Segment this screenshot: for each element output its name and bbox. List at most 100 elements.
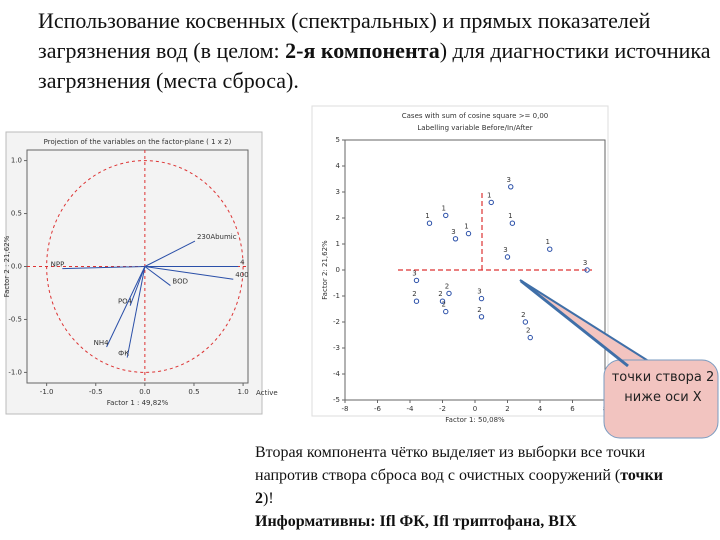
vector-label: PO4 bbox=[118, 298, 133, 306]
point bbox=[478, 295, 485, 302]
point-label: 3 bbox=[503, 246, 507, 254]
y-tick-label: -4 bbox=[333, 370, 341, 378]
loading-vector bbox=[62, 266, 145, 270]
loading-vector bbox=[126, 266, 146, 358]
vector-label: ФК bbox=[118, 350, 129, 358]
y-axis-label: Factor 2 : 21,62% bbox=[3, 235, 11, 297]
y-tick-label: 2 bbox=[336, 214, 340, 222]
point bbox=[426, 220, 433, 226]
y-axis-label: Factor 2: 21,62% bbox=[321, 240, 329, 300]
y-tick-label: 0.0 bbox=[11, 263, 22, 271]
point-label: 1 bbox=[425, 212, 429, 220]
callout-pointer-edge bbox=[520, 279, 629, 368]
point bbox=[522, 319, 529, 325]
loading-vector bbox=[144, 266, 234, 280]
chart-subtitle: Labelling variable Before/In/After bbox=[417, 124, 532, 132]
point-label: 3 bbox=[583, 259, 587, 267]
point bbox=[465, 230, 472, 237]
point bbox=[439, 298, 446, 304]
x-tick-label: 4 bbox=[538, 405, 543, 413]
x-tick-label: -4 bbox=[407, 405, 415, 413]
callout-bubble bbox=[603, 359, 719, 439]
x-tick-label: 6 bbox=[570, 405, 575, 413]
vector-label: 230Abumic bbox=[197, 233, 237, 241]
x-axis-label: Factor 1: 50,08% bbox=[445, 416, 505, 424]
point-label: 2 bbox=[477, 306, 481, 314]
point-label: 2 bbox=[442, 301, 446, 309]
point-label: 3 bbox=[507, 176, 511, 184]
x-tick-label: -0.5 bbox=[89, 388, 103, 396]
legend-label: Active bbox=[256, 389, 278, 397]
point-label: 1 bbox=[442, 204, 446, 212]
chart-title: Projection of the variables on the facto… bbox=[44, 138, 232, 146]
point-label: 1 bbox=[464, 223, 468, 231]
y-tick-label: 1 bbox=[336, 240, 340, 248]
y-tick-label: -1.0 bbox=[8, 368, 22, 376]
loading-vector bbox=[106, 266, 146, 348]
y-tick-label: 5 bbox=[336, 136, 340, 144]
point bbox=[413, 277, 420, 284]
point bbox=[478, 314, 485, 320]
x-tick-label: -1.0 bbox=[40, 388, 54, 396]
y-tick-label: 4 bbox=[336, 162, 341, 170]
point-label: 2 bbox=[521, 311, 525, 319]
y-tick-label: -2 bbox=[333, 318, 340, 326]
slide-title: Использование косвенных (спектральных) и… bbox=[38, 6, 714, 96]
point bbox=[488, 199, 494, 206]
loading-vector bbox=[144, 240, 196, 267]
point bbox=[504, 254, 511, 260]
x-tick-label: 2 bbox=[505, 405, 509, 413]
x-tick-label: 0.5 bbox=[188, 388, 199, 396]
right-image bbox=[311, 105, 609, 417]
x-tick-label: -6 bbox=[374, 405, 382, 413]
caption-text: )! bbox=[263, 490, 274, 507]
point bbox=[452, 236, 459, 242]
vector-label: NPP bbox=[51, 261, 65, 269]
point bbox=[443, 308, 449, 315]
chart-title: Cases with sum of cosine square >= 0,00 bbox=[402, 112, 548, 120]
x-tick-label: 0.0 bbox=[139, 388, 150, 396]
point-label: 2 bbox=[526, 327, 530, 335]
point-label: 2 bbox=[438, 290, 442, 298]
point bbox=[527, 334, 533, 341]
point-label: 2 bbox=[412, 290, 416, 298]
x-tick-label: -2 bbox=[439, 405, 446, 413]
y-tick-label: 0 bbox=[336, 266, 340, 274]
caption-bold: точки 2 bbox=[255, 467, 663, 507]
point bbox=[584, 267, 590, 273]
x-tick-label: 1.0 bbox=[238, 388, 249, 396]
caption-text: Вторая компонента чётко выделяет из выбо… bbox=[255, 444, 646, 484]
point-label: 3 bbox=[477, 288, 481, 296]
point-label: 2 bbox=[445, 282, 449, 290]
point-label: 3 bbox=[451, 228, 455, 236]
x-axis-label: Factor 1 : 49,82% bbox=[107, 399, 169, 407]
vector-label: BOD bbox=[172, 278, 188, 286]
y-tick-label: 3 bbox=[336, 188, 340, 196]
point bbox=[413, 298, 420, 304]
vector-label: 400 bbox=[235, 271, 248, 279]
y-tick-label: 1.0 bbox=[11, 157, 22, 165]
point bbox=[446, 290, 452, 297]
loading-vector bbox=[129, 266, 146, 306]
point bbox=[509, 220, 516, 226]
y-tick-label: -3 bbox=[333, 344, 340, 352]
y-tick-label: 0.5 bbox=[11, 210, 22, 218]
title-bold: 2-я компонента bbox=[285, 38, 440, 63]
y-tick-label: -5 bbox=[333, 396, 340, 404]
point-label: 1 bbox=[508, 212, 512, 220]
point-label: 3 bbox=[412, 269, 416, 277]
x-tick-label: 0 bbox=[473, 405, 477, 413]
vector-label: 4 bbox=[240, 259, 245, 267]
title-text: ) для диагностики источника загрязнения … bbox=[38, 38, 711, 93]
point-label: 1 bbox=[546, 238, 550, 246]
title-text: Использование косвенных (спектральных) и… bbox=[38, 8, 651, 63]
left-image bbox=[5, 131, 263, 415]
point-label: 1 bbox=[487, 191, 491, 199]
loading-vector bbox=[144, 266, 171, 286]
caption: Вторая компонента чётко выделяет из выбо… bbox=[255, 441, 680, 533]
y-tick-label: -1 bbox=[333, 292, 340, 300]
x-tick-label: -8 bbox=[342, 405, 349, 413]
point bbox=[443, 212, 449, 219]
